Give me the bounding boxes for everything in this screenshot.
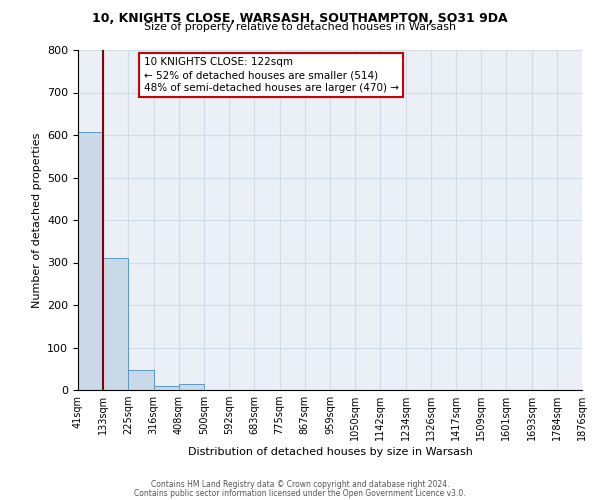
- Text: Size of property relative to detached houses in Warsash: Size of property relative to detached ho…: [144, 22, 456, 32]
- X-axis label: Distribution of detached houses by size in Warsash: Distribution of detached houses by size …: [188, 447, 472, 457]
- Text: Contains HM Land Registry data © Crown copyright and database right 2024.: Contains HM Land Registry data © Crown c…: [151, 480, 449, 489]
- Text: 10 KNIGHTS CLOSE: 122sqm
← 52% of detached houses are smaller (514)
48% of semi-: 10 KNIGHTS CLOSE: 122sqm ← 52% of detach…: [143, 57, 398, 93]
- Bar: [179, 384, 204, 390]
- Text: Contains public sector information licensed under the Open Government Licence v3: Contains public sector information licen…: [134, 488, 466, 498]
- Y-axis label: Number of detached properties: Number of detached properties: [32, 132, 41, 308]
- Text: 10, KNIGHTS CLOSE, WARSASH, SOUTHAMPTON, SO31 9DA: 10, KNIGHTS CLOSE, WARSASH, SOUTHAMPTON,…: [92, 12, 508, 26]
- Bar: [78, 132, 103, 390]
- Bar: [128, 370, 154, 390]
- Bar: [154, 386, 179, 390]
- Bar: [103, 258, 128, 390]
